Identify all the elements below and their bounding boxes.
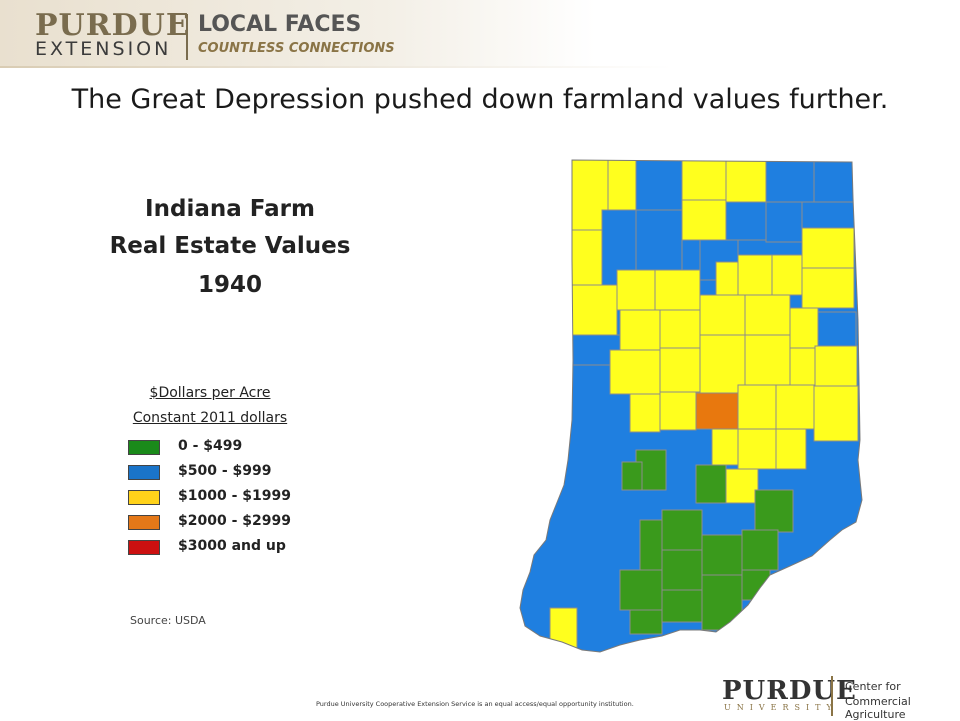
county [699, 294, 746, 336]
county-green [661, 549, 703, 591]
logo-divider [186, 14, 188, 60]
county-green [619, 569, 663, 611]
county [681, 160, 727, 201]
county [654, 269, 701, 311]
county [771, 254, 803, 296]
legend-heading-units: $Dollars per Acre [149, 385, 271, 401]
county [789, 347, 816, 391]
county [817, 311, 857, 347]
county [571, 284, 618, 336]
legend-heading-basis: Constant 2011 dollars [132, 410, 288, 426]
county-green [701, 574, 743, 631]
county [765, 160, 815, 203]
legend-swatch-orange [128, 515, 160, 530]
state-outline [519, 159, 863, 653]
county-green [621, 461, 643, 491]
footer-divider [831, 676, 833, 716]
county [725, 468, 759, 504]
source-note: Source: USDA [130, 614, 206, 627]
header-rule [0, 66, 960, 68]
legend-label: 0 - $499 [178, 438, 243, 454]
footer-equal-opportunity-note: Purdue University Cooperative Extension … [316, 700, 634, 708]
legend-swatch-red [128, 540, 160, 555]
county-green [661, 509, 703, 551]
county [699, 334, 746, 394]
map-title-year: 1940 [197, 272, 262, 298]
extension-wordmark: EXTENSION [35, 38, 172, 60]
county [711, 428, 739, 466]
county [813, 160, 855, 203]
legend-swatch-yellow [128, 490, 160, 505]
university-wordmark: UNIVERSITY [724, 703, 838, 712]
county [549, 607, 578, 651]
legend-label: $1000 - $1999 [178, 488, 291, 504]
county [789, 307, 819, 349]
county [609, 349, 661, 395]
slide-title: The Great Depression pushed down farmlan… [71, 84, 889, 115]
county [744, 334, 791, 386]
county [737, 384, 777, 430]
map-title-line2: Real Estate Values [109, 233, 351, 259]
county [737, 254, 773, 296]
county [629, 393, 661, 433]
map-title-line1: Indiana Farm [145, 196, 315, 222]
county [801, 227, 855, 269]
county [659, 309, 701, 349]
county-green [629, 609, 663, 635]
county [744, 294, 791, 336]
tagline-sub: COUNTLESS CONNECTIONS [198, 41, 395, 56]
county [571, 229, 603, 286]
purdue-university-logo: PURDUE [722, 676, 857, 706]
county [619, 309, 661, 351]
county [715, 261, 739, 301]
center-name-line2: Commercial Agriculture [845, 695, 911, 721]
county [775, 428, 807, 470]
county-green [639, 519, 663, 571]
county-green [695, 464, 727, 504]
county-green [741, 569, 771, 601]
county [635, 209, 683, 271]
legend-swatch-blue [128, 465, 160, 480]
county-orange [695, 392, 739, 430]
county [681, 199, 727, 241]
county [635, 160, 683, 211]
county [814, 345, 858, 387]
center-name-line1: Center for [845, 680, 901, 693]
purdue-extension-logo: PURDUE [35, 8, 190, 43]
county-green [661, 589, 703, 623]
county [659, 391, 697, 431]
county-green [754, 489, 794, 533]
county [813, 385, 859, 442]
county [737, 428, 777, 470]
county [801, 267, 855, 309]
county-green [741, 529, 779, 571]
county [765, 201, 803, 243]
header-band [0, 0, 960, 68]
county-green [701, 534, 743, 576]
legend-label: $2000 - $2999 [178, 513, 291, 529]
legend-swatch-green [128, 440, 160, 455]
county [725, 201, 767, 241]
tagline-main: LOCAL FACES [198, 12, 362, 37]
county [659, 347, 701, 393]
legend-label: $3000 and up [178, 538, 286, 554]
county [725, 160, 767, 203]
county [616, 269, 656, 311]
county [775, 384, 815, 430]
legend-label: $500 - $999 [178, 463, 272, 479]
